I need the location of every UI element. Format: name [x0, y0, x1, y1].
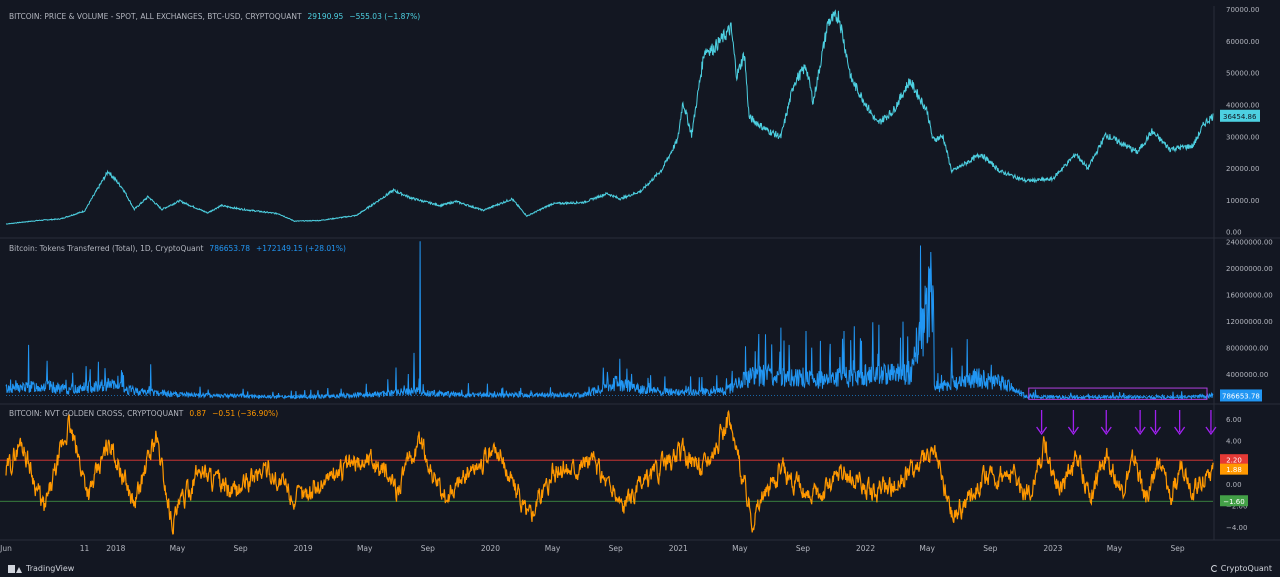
nvt-lower-band-label: −1.60: [1223, 498, 1244, 506]
nvt-signal-arrowhead: [1036, 426, 1048, 436]
nvt-signal-arrowhead: [1149, 426, 1162, 436]
volume-title: Bitcoin: Tokens Transferred (Total), 1D,…: [9, 244, 204, 253]
price-last-value-label: 36454.86: [1223, 113, 1257, 121]
y-tick-label: 70000.00: [1226, 6, 1259, 14]
x-tick-label: Sep: [983, 544, 997, 553]
nvt-signal-arrowhead: [1205, 426, 1217, 436]
x-tick-label: May: [1107, 544, 1123, 553]
y-tick-label: 12000000.00: [1226, 318, 1273, 326]
y-tick-label: 10000.00: [1226, 197, 1259, 205]
y-tick-label: 4.00: [1226, 438, 1242, 446]
y-tick-label: 4000000.00: [1226, 371, 1268, 379]
x-tick-label: Sep: [796, 544, 810, 553]
x-tick-label: 11: [80, 544, 90, 553]
y-tick-label: 60000.00: [1226, 38, 1259, 46]
y-tick-label: −4.00: [1226, 524, 1247, 532]
volume-series-line: [5, 241, 1214, 401]
x-tick-label: May: [170, 544, 186, 553]
nvt-series-line: [5, 409, 1214, 535]
price-series-line: [5, 9, 1214, 225]
x-tick-label: 2020: [481, 544, 500, 553]
y-tick-label: 0.00: [1226, 481, 1242, 489]
x-tick-label: May: [919, 544, 935, 553]
volume-change: +172149.15 (+28.01%): [255, 244, 346, 253]
volume-value: 786653.78: [209, 244, 250, 253]
price-panel-title: BITCOIN: PRICE & VOLUME - SPOT, ALL EXCH…: [9, 12, 420, 21]
volume-panel-title: Bitcoin: Tokens Transferred (Total), 1D,…: [9, 244, 346, 253]
y-tick-label: 6.00: [1226, 416, 1242, 424]
price-title: BITCOIN: PRICE & VOLUME - SPOT, ALL EXCH…: [9, 12, 302, 21]
cryptoquant-icon: [1210, 565, 1218, 572]
y-tick-label: 24000000.00: [1226, 238, 1273, 246]
nvt-title: BITCOIN: NVT GOLDEN CROSS, CRYPTOQUANT: [9, 409, 184, 418]
nvt-value: 0.87: [189, 409, 207, 418]
nvt-upper-band-label: 2.20: [1226, 457, 1242, 465]
y-tick-label: 50000.00: [1226, 70, 1259, 78]
volume-last-value-label: 786653.78: [1222, 392, 1260, 400]
tradingview-icon: [8, 564, 22, 573]
price-change: −555.03 (−1.87%): [349, 12, 421, 21]
x-tick-label: Sep: [421, 544, 435, 553]
nvt-lower-band-badge: [1220, 495, 1248, 507]
y-tick-label: 16000000.00: [1226, 291, 1273, 299]
y-tick-label: 0.00: [1226, 229, 1242, 237]
x-tick-label: Jun: [0, 544, 12, 553]
y-tick-label: 20000.00: [1226, 165, 1259, 173]
nvt-panel-title: BITCOIN: NVT GOLDEN CROSS, CRYPTOQUANT 0.…: [9, 409, 278, 418]
x-tick-label: May: [357, 544, 373, 553]
x-tick-label: 2023: [1043, 544, 1062, 553]
tradingview-logo[interactable]: TradingView: [8, 564, 74, 573]
price-last-value-badge: [1220, 109, 1260, 122]
x-tick-label: 2022: [856, 544, 875, 553]
x-tick-label: Sep: [233, 544, 247, 553]
volume-last-value-badge: [1220, 389, 1262, 402]
nvt-upper-band-badge: [1220, 454, 1248, 466]
y-tick-label: 40000.00: [1226, 102, 1259, 110]
y-tick-label: 30000.00: [1226, 133, 1259, 141]
x-tick-label: 2018: [106, 544, 125, 553]
y-tick-label: 20000000.00: [1226, 265, 1273, 273]
x-tick-label: Sep: [609, 544, 623, 553]
cryptoquant-label: CryptoQuant: [1220, 564, 1272, 573]
y-tick-label: −2.00: [1226, 503, 1247, 511]
x-tick-label: Sep: [1171, 544, 1185, 553]
nvt-change: −0.51 (−36.90%): [212, 409, 279, 418]
nvt-signal-arrowhead: [1134, 426, 1146, 436]
nvt-last-value-badge: [1220, 463, 1248, 475]
y-tick-label: 8000000.00: [1226, 345, 1268, 353]
x-tick-label: May: [545, 544, 561, 553]
price-value: 29190.95: [307, 12, 344, 21]
x-tick-label: May: [732, 544, 748, 553]
x-tick-label: 2019: [294, 544, 313, 553]
nvt-signal-arrowhead: [1174, 426, 1186, 436]
x-tick-label: 2021: [669, 544, 688, 553]
nvt-signal-arrowhead: [1100, 426, 1112, 436]
nvt-last-value-label: 1.88: [1226, 466, 1242, 474]
volume-highlight-box: [1028, 387, 1208, 400]
cryptoquant-logo: CryptoQuant: [1210, 564, 1272, 573]
nvt-signal-arrowhead: [1067, 426, 1079, 436]
tradingview-label: TradingView: [26, 564, 75, 573]
